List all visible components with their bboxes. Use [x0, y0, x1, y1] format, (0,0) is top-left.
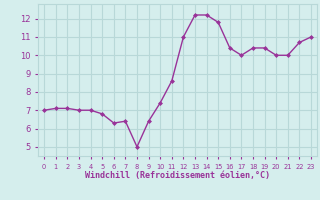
X-axis label: Windchill (Refroidissement éolien,°C): Windchill (Refroidissement éolien,°C) [85, 171, 270, 180]
